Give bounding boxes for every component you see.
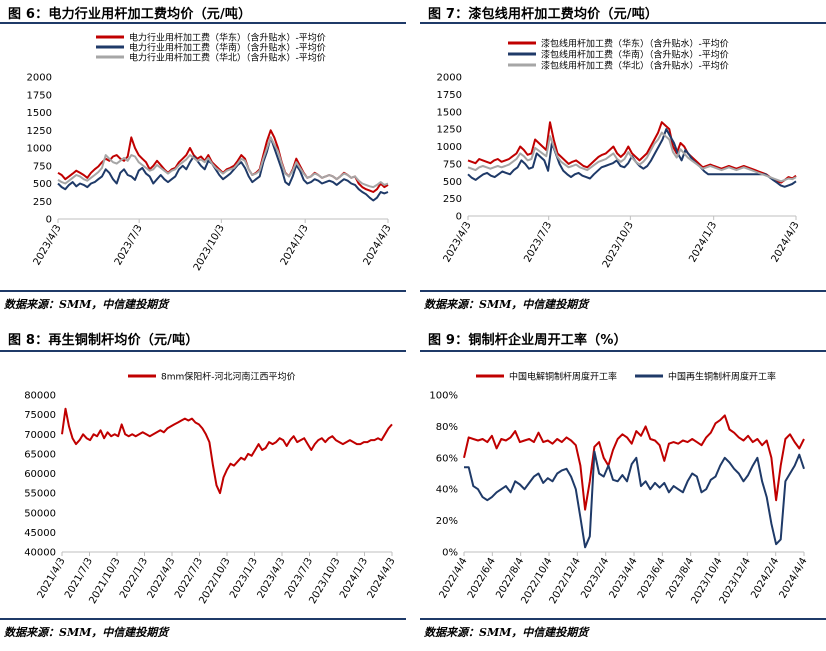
legend-label: 中国再生铜制杆周度开工率 [668, 371, 776, 383]
y-tick-label: 1750 [27, 90, 52, 101]
y-tick-label: 750 [443, 159, 462, 170]
legend-label: 中国电解铜制杆周度开工率 [509, 371, 617, 383]
x-tick-label: 2023/8/4 [664, 556, 696, 600]
x-tick-label: 2023/10/3 [192, 223, 227, 273]
y-tick-label: 0% [442, 548, 458, 559]
figure-7-bottom-rule [420, 290, 826, 292]
legend-label: 漆包线用杆加工费（华南）（含升贴水）-平均价 [541, 49, 729, 61]
series-line-3 [467, 131, 797, 183]
figure-8-chart: 40000 45000 50000 55000 60000 65000 70000 75000… [24, 371, 398, 606]
y-tick-label: 20% [436, 516, 458, 527]
figure-7-title-rule [420, 22, 826, 24]
legend-label: 漆包线用杆加工费（华东）（含升贴水）-平均价 [541, 38, 729, 50]
figure-6-panel: 图 6：电力行业用杆加工费均价（元/吨） 0 250 500 750 1000 1250 1… [0, 0, 406, 325]
y-tick-label: 50000 [24, 508, 56, 519]
y-tick-label: 60000 [24, 469, 56, 480]
x-tick-label: 2023/6/4 [636, 556, 668, 600]
figure-6-bottom-rule [0, 290, 406, 292]
y-tick-label: 40% [436, 485, 458, 496]
y-tick-label: 80% [436, 422, 458, 433]
y-tick-label: 1000 [437, 142, 462, 153]
series-line-2 [464, 450, 805, 549]
figure-7-panel: 图 7：漆包线用杆加工费均价（元/吨） 0 250 500 750 1000 1250 15… [420, 0, 826, 325]
x-tick-label: 2023/7/3 [522, 220, 554, 264]
x-tick-label: 2022/4/4 [438, 556, 470, 600]
figure-9-title: 图 9：铜制杆企业周开工率（%） [428, 333, 627, 348]
figure-7-source: 数据来源：SMM，中信建投期货 [424, 298, 589, 311]
y-tick-label: 100% [429, 391, 458, 402]
figure-9-chart: 0% 20% 40% 60% 80% 100% 2022/4/42022/6/42022/8… [429, 371, 810, 606]
y-tick-label: 0 [46, 215, 52, 226]
series-line-2 [57, 136, 389, 202]
x-tick-label: 2023/4/3 [32, 223, 64, 267]
y-tick-label: 65000 [24, 449, 56, 460]
y-tick-label: 45000 [24, 528, 56, 539]
y-tick-label: 750 [33, 161, 52, 172]
x-tick-label: 2024/4/4 [778, 556, 810, 600]
series-line-1 [61, 407, 393, 495]
figure-9-panel: 图 9：铜制杆企业周开工率（%） 0% 20% 40% 60% 80% 100% 2022/… [420, 326, 826, 651]
y-tick-label: 55000 [24, 489, 56, 500]
figure-7-title: 图 7：漆包线用杆加工费均价（元/吨） [428, 7, 659, 22]
x-tick-label: 2023/10/3 [601, 220, 636, 270]
x-tick-label: 2024/4/3 [366, 556, 398, 600]
y-tick-label: 2000 [437, 73, 462, 84]
y-tick-label: 250 [33, 197, 52, 208]
figure-9-bottom-rule [420, 618, 826, 620]
y-tick-label: 70000 [24, 430, 56, 441]
figure-6-title-rule [0, 22, 406, 24]
legend-label: 电力行业用杆加工费（华东）（含升贴水）-平均价 [129, 32, 326, 44]
y-tick-label: 1500 [437, 107, 462, 118]
x-tick-label: 2024/4/3 [770, 220, 802, 264]
figure-8-source: 数据来源：SMM，中信建投期货 [4, 626, 169, 639]
x-tick-label: 2024/2/4 [749, 556, 781, 600]
figure-6-title: 图 6：电力行业用杆加工费均价（元/吨） [8, 7, 252, 22]
x-tick-label: 2024/4/3 [362, 223, 394, 267]
figure-8-panel: 图 8：再生铜制杆均价（元/吨） 40000 45000 50000 55000 600… [0, 326, 406, 651]
figure-6-source: 数据来源：SMM，中信建投期货 [4, 298, 169, 311]
figure-6-chart: 0 250 500 750 1000 1250 1500 1750 2000 2023/4/3 20… [27, 32, 394, 273]
y-tick-label: 1250 [27, 126, 52, 137]
legend-label: 电力行业用杆加工费（华北）（含升贴水）-平均价 [129, 52, 326, 64]
series-line-1 [467, 121, 797, 184]
series-line-3 [57, 136, 389, 189]
y-tick-label: 250 [443, 194, 462, 205]
figure-9-source: 数据来源：SMM，中信建投期货 [424, 626, 589, 639]
legend-label: 漆包线用杆加工费（华北）（含升贴水）-平均价 [541, 60, 729, 72]
series-line-1 [463, 414, 805, 511]
x-tick-label: 2022/8/4 [494, 556, 526, 600]
x-tick-label: 2023/2/4 [579, 556, 611, 600]
y-tick-label: 40000 [24, 548, 56, 559]
y-tick-label: 500 [33, 179, 52, 190]
y-tick-label: 1500 [27, 108, 52, 119]
figure-8-title-rule [0, 350, 406, 352]
figure-8-bottom-rule [0, 618, 406, 620]
y-tick-label: 75000 [24, 410, 56, 421]
x-tick-label: 2022/6/4 [466, 556, 498, 600]
legend-label: 电力行业用杆加工费（华南）（含升贴水）-平均价 [129, 42, 326, 54]
x-tick-label: 2023/4/4 [608, 556, 640, 600]
y-tick-label: 1250 [437, 125, 462, 136]
y-tick-label: 1000 [27, 144, 52, 155]
x-tick-label: 2023/7/3 [113, 223, 145, 267]
y-tick-label: 500 [443, 177, 462, 188]
y-tick-label: 60% [436, 453, 458, 464]
y-tick-label: 0 [456, 212, 462, 223]
y-tick-label: 80000 [24, 391, 56, 402]
x-tick-label: 2024/1/3 [279, 223, 311, 267]
legend-label: 8mm保阳杆-河北河南江西平均价 [161, 371, 296, 383]
x-tick-label: 2024/1/3 [687, 220, 719, 264]
figure-7-chart: 0 250 500 750 1000 1250 1500 1750 2000 2023/4/3 20… [437, 38, 802, 270]
y-tick-label: 2000 [27, 73, 52, 84]
figure-8-title: 图 8：再生铜制杆均价（元/吨） [8, 333, 199, 348]
x-tick-label: 2023/4/3 [442, 220, 474, 264]
figure-9-title-rule [420, 350, 826, 352]
y-tick-label: 1750 [437, 90, 462, 101]
